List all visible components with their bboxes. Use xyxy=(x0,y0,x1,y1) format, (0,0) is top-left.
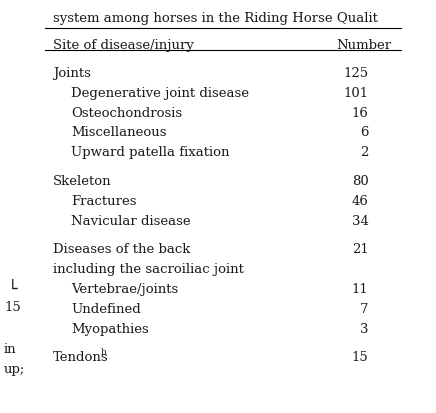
Text: └: └ xyxy=(8,281,17,298)
Text: 2: 2 xyxy=(360,146,369,159)
Text: 34: 34 xyxy=(352,215,369,228)
Text: Site of disease/injury: Site of disease/injury xyxy=(53,39,194,52)
Text: 11: 11 xyxy=(352,283,369,296)
Text: Diseases of the back: Diseases of the back xyxy=(53,243,190,256)
Text: Skeleton: Skeleton xyxy=(53,175,111,188)
Text: 125: 125 xyxy=(344,67,369,80)
Text: 7: 7 xyxy=(360,303,369,316)
Text: 15: 15 xyxy=(352,351,369,364)
Text: 15: 15 xyxy=(4,301,21,314)
Text: b: b xyxy=(100,349,106,358)
Text: Vertebrae/joints: Vertebrae/joints xyxy=(71,283,178,296)
Text: Tendons: Tendons xyxy=(53,351,108,364)
Text: 80: 80 xyxy=(352,175,369,188)
Text: Number: Number xyxy=(336,39,392,52)
Text: 46: 46 xyxy=(352,195,369,208)
Text: 3: 3 xyxy=(360,323,369,336)
Text: Miscellaneous: Miscellaneous xyxy=(71,126,167,139)
Text: Osteochondrosis: Osteochondrosis xyxy=(71,107,182,119)
Text: in: in xyxy=(4,343,17,356)
Text: 21: 21 xyxy=(352,243,369,256)
Text: 6: 6 xyxy=(360,126,369,139)
Text: Navicular disease: Navicular disease xyxy=(71,215,191,228)
Text: 101: 101 xyxy=(344,87,369,100)
Text: Myopathies: Myopathies xyxy=(71,323,149,336)
Text: system among horses in the Riding Horse Qualit: system among horses in the Riding Horse … xyxy=(53,12,378,25)
Text: Fractures: Fractures xyxy=(71,195,136,208)
Text: Upward patella fixation: Upward patella fixation xyxy=(71,146,229,159)
Text: Degenerative joint disease: Degenerative joint disease xyxy=(71,87,249,100)
Text: Joints: Joints xyxy=(53,67,91,80)
Text: 16: 16 xyxy=(352,107,369,119)
Text: Undefined: Undefined xyxy=(71,303,141,316)
Text: up;: up; xyxy=(4,363,25,376)
Text: including the sacroiliac joint: including the sacroiliac joint xyxy=(53,263,244,276)
